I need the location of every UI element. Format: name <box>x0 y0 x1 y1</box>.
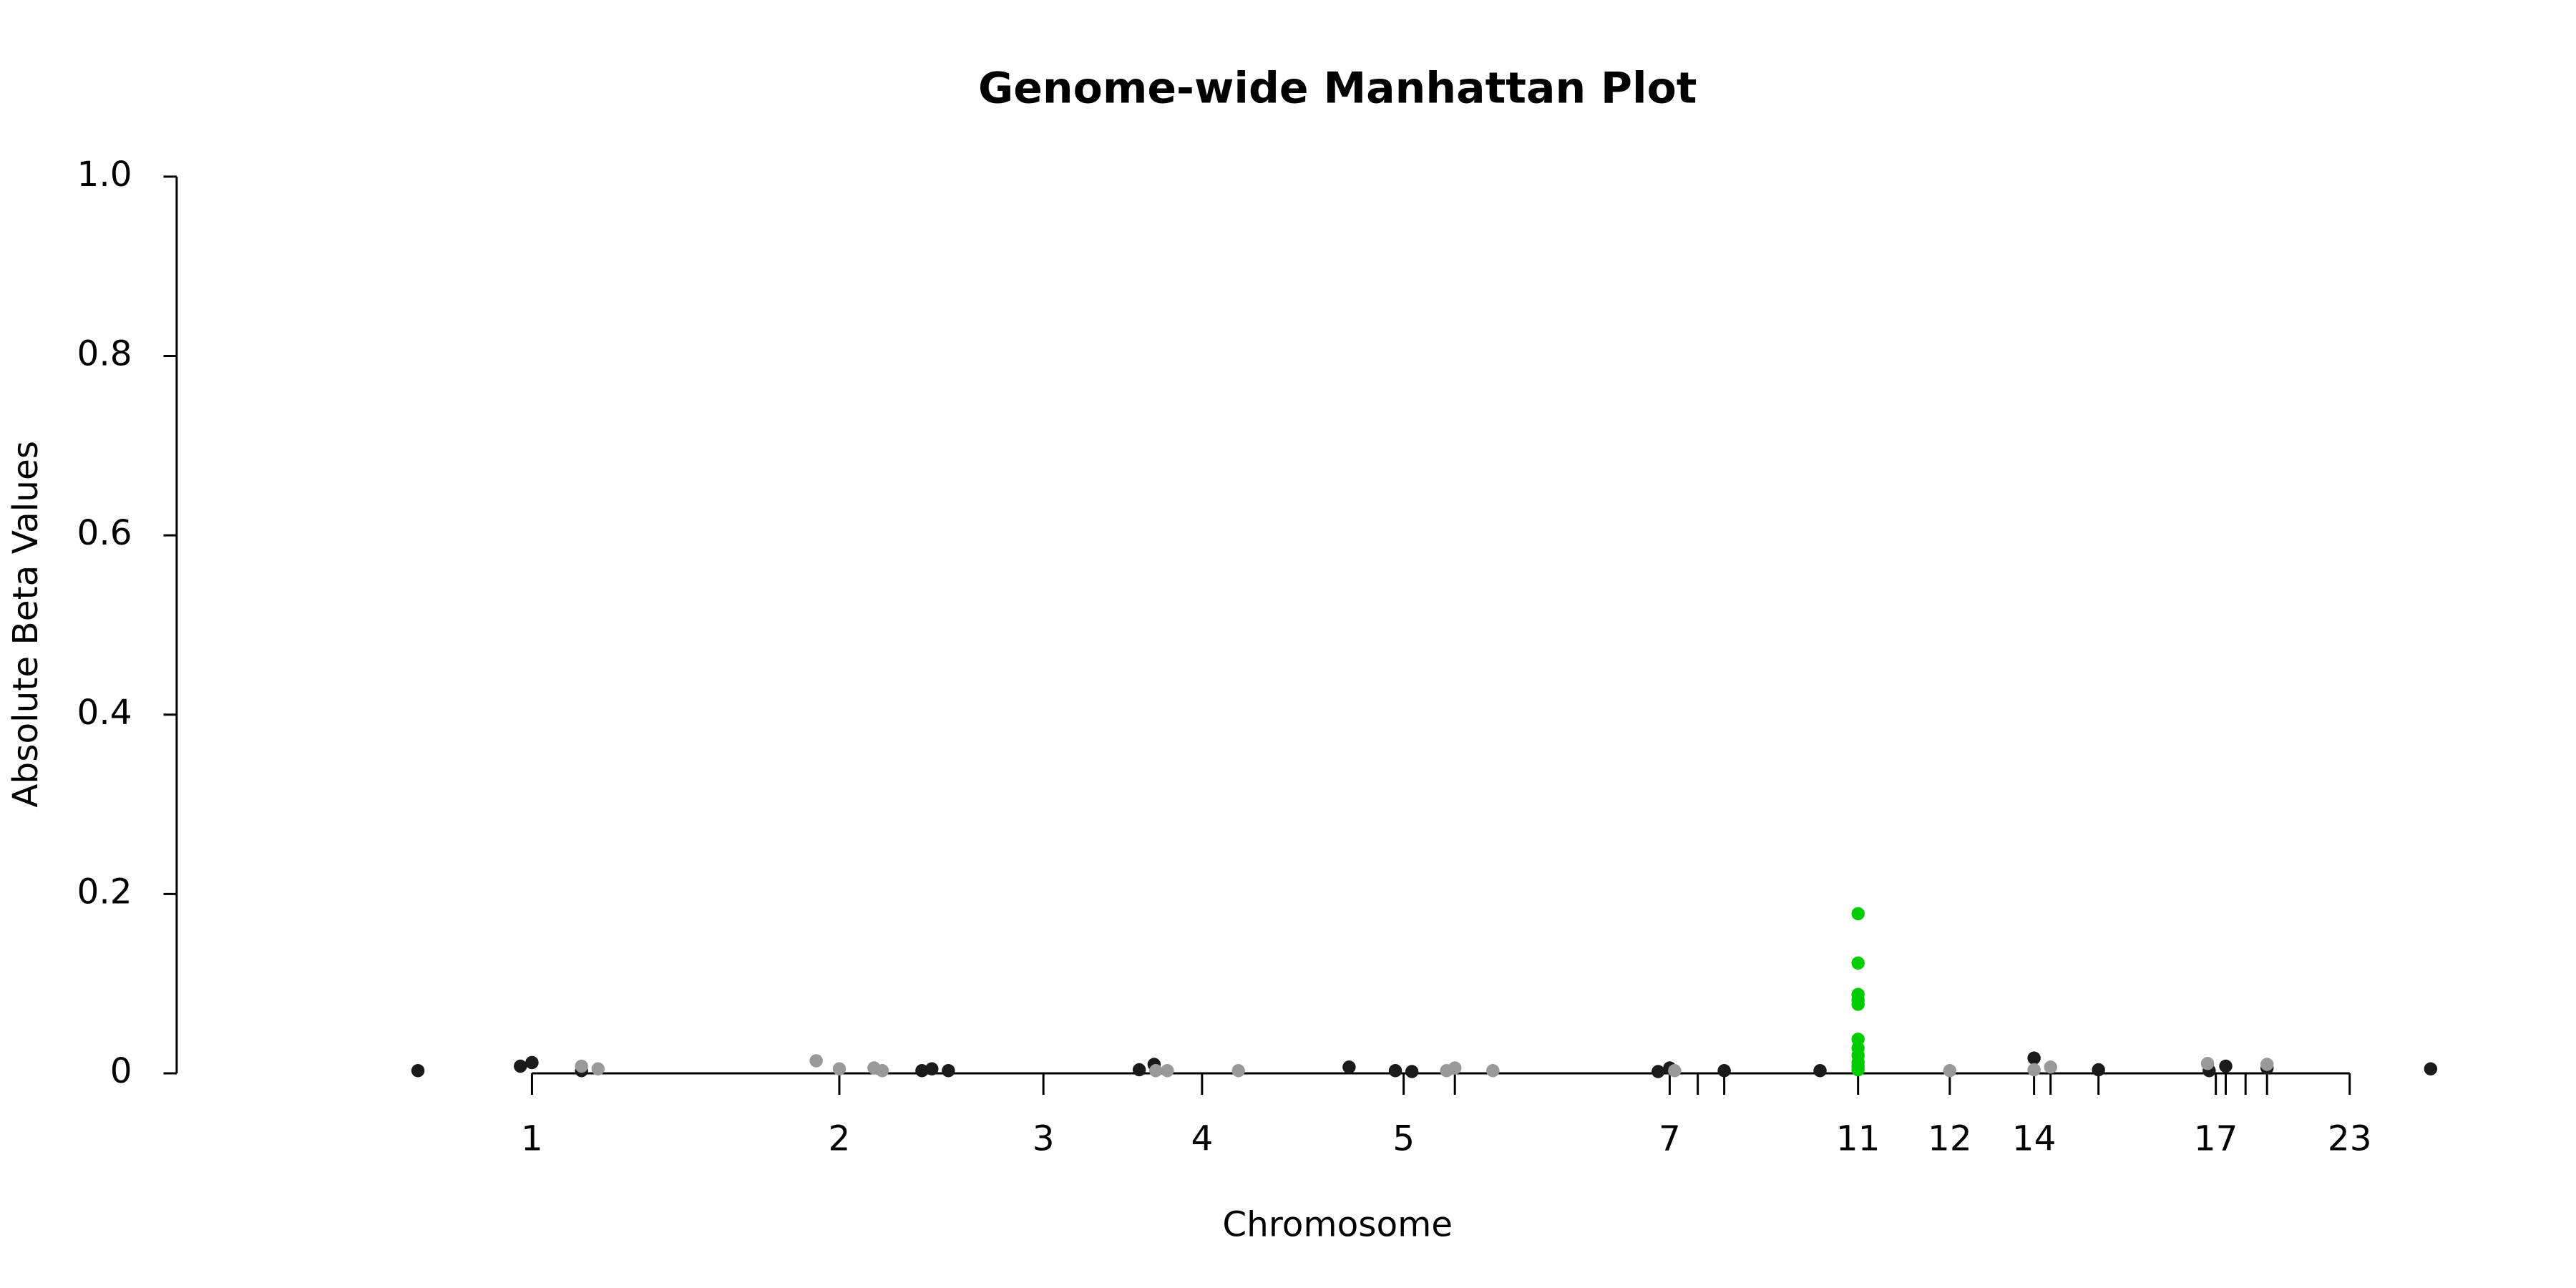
data-point <box>832 1062 847 1075</box>
data-point <box>1342 1060 1356 1074</box>
data-point <box>1148 1064 1163 1078</box>
data-point <box>809 1054 823 1068</box>
data-point <box>2044 1060 2057 1074</box>
data-point <box>575 1059 588 1073</box>
data-point <box>875 1064 889 1078</box>
data-point <box>2424 1062 2438 1075</box>
y-tick-label: 0.8 <box>77 334 132 374</box>
y-axis-label: Absolute Beta Values <box>6 441 46 808</box>
x-tick-label: 3 <box>1033 1119 1055 1159</box>
data-point <box>2092 1063 2105 1077</box>
x-tick-label: 17 <box>2194 1119 2238 1159</box>
data-point <box>2027 1063 2041 1077</box>
y-tick-label: 0.2 <box>77 872 132 912</box>
data-point <box>1486 1064 1500 1078</box>
x-tick-label: 2 <box>829 1119 851 1159</box>
data-point <box>1448 1061 1462 1075</box>
data-point <box>925 1062 939 1075</box>
x-tick-label: 14 <box>2012 1119 2057 1159</box>
data-point <box>1851 956 1865 970</box>
x-tick-label: 4 <box>1191 1119 1213 1159</box>
data-point <box>1851 997 1865 1011</box>
data-point <box>525 1055 539 1070</box>
data-point <box>1943 1064 1957 1078</box>
y-tick-label: 0.6 <box>77 513 132 553</box>
data-point <box>1132 1063 1146 1077</box>
chart-title: Genome-wide Manhattan Plot <box>978 64 1697 114</box>
data-point <box>942 1064 955 1078</box>
data-point <box>1717 1064 1731 1078</box>
data-point <box>1851 907 1865 921</box>
data-point <box>411 1064 425 1078</box>
x-tick-label: 11 <box>1836 1119 1880 1159</box>
data-point <box>2260 1058 2274 1071</box>
data-point <box>1851 1063 1865 1077</box>
x-axis-label: Chromosome <box>1222 1205 1453 1245</box>
y-tick-label: 0.4 <box>77 693 132 733</box>
y-tick-label: 1.0 <box>77 155 132 195</box>
data-point <box>1668 1064 1682 1078</box>
data-point <box>1388 1064 1402 1078</box>
x-tick-label: 5 <box>1392 1119 1415 1159</box>
data-point <box>514 1059 527 1073</box>
data-point <box>2219 1059 2233 1073</box>
x-tick-label: 1 <box>521 1119 543 1159</box>
data-point <box>1813 1064 1827 1078</box>
x-tick-label: 12 <box>1928 1119 1972 1159</box>
data-point <box>2027 1051 2041 1065</box>
data-point <box>2200 1056 2215 1070</box>
data-point <box>1405 1065 1419 1078</box>
data-point <box>591 1062 605 1075</box>
x-tick-label: 7 <box>1659 1119 1681 1159</box>
data-point <box>1231 1064 1245 1078</box>
data-point <box>1652 1065 1665 1078</box>
y-tick-label: 0 <box>110 1051 132 1091</box>
data-point <box>1161 1064 1174 1078</box>
data-point <box>915 1064 929 1078</box>
x-tick-label: 23 <box>2328 1119 2372 1159</box>
